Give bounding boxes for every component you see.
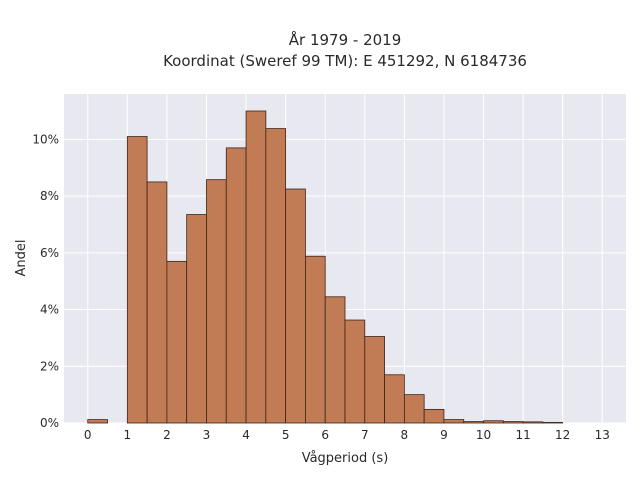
x-axis-label: Vågperiod (s) xyxy=(302,451,389,466)
x-tick-label: 11 xyxy=(515,428,530,442)
bar xyxy=(186,214,207,424)
y-tick-label: 6% xyxy=(40,246,59,260)
bar xyxy=(443,419,465,424)
y-tick-label: 0% xyxy=(40,416,59,430)
bar xyxy=(87,419,108,424)
y-tick-label: 4% xyxy=(40,303,59,317)
bar xyxy=(166,260,188,424)
x-tick-label: 4 xyxy=(242,428,250,442)
bar xyxy=(265,128,287,424)
bars xyxy=(87,110,564,424)
y-tick-label: 8% xyxy=(40,189,59,203)
bar xyxy=(146,181,168,424)
x-tick-label: 8 xyxy=(401,428,409,442)
y-tick-labels: 0% 2% 4% 6% 8% 10% xyxy=(32,132,59,430)
bar xyxy=(502,421,524,424)
bar xyxy=(305,255,326,424)
bar xyxy=(245,110,267,424)
bar xyxy=(206,179,227,424)
chart-title-line2: Koordinat (Sweref 99 TM): E 451292, N 61… xyxy=(163,52,527,70)
bar xyxy=(384,374,405,424)
x-tick-label: 2 xyxy=(163,428,171,442)
x-tick-label: 13 xyxy=(595,428,610,442)
bar xyxy=(403,394,425,424)
bar xyxy=(225,147,247,424)
x-tick-label: 5 xyxy=(282,428,290,442)
bar xyxy=(542,422,564,424)
x-tick-label: 12 xyxy=(555,428,570,442)
x-tick-label: 1 xyxy=(124,428,132,442)
bar xyxy=(126,136,148,424)
chart-title-line1: År 1979 - 2019 xyxy=(289,30,402,49)
bar xyxy=(344,319,366,424)
x-tick-label: 10 xyxy=(476,428,491,442)
y-tick-label: 2% xyxy=(40,359,59,373)
y-axis-label: Andel xyxy=(14,240,29,277)
x-tick-label: 9 xyxy=(440,428,448,442)
bar xyxy=(423,408,445,424)
x-tick-label: 0 xyxy=(84,428,92,442)
x-tick-labels: 0 1 2 3 4 5 6 7 8 9 10 11 12 13 xyxy=(84,428,610,442)
y-tick-label: 10% xyxy=(32,132,59,146)
bar xyxy=(285,188,306,424)
x-tick-label: 7 xyxy=(361,428,369,442)
x-tick-label: 3 xyxy=(203,428,211,442)
bar xyxy=(463,421,484,424)
bar xyxy=(483,420,504,424)
bar xyxy=(522,421,544,424)
bar xyxy=(324,296,346,424)
x-tick-label: 6 xyxy=(321,428,329,442)
bar xyxy=(364,336,385,424)
